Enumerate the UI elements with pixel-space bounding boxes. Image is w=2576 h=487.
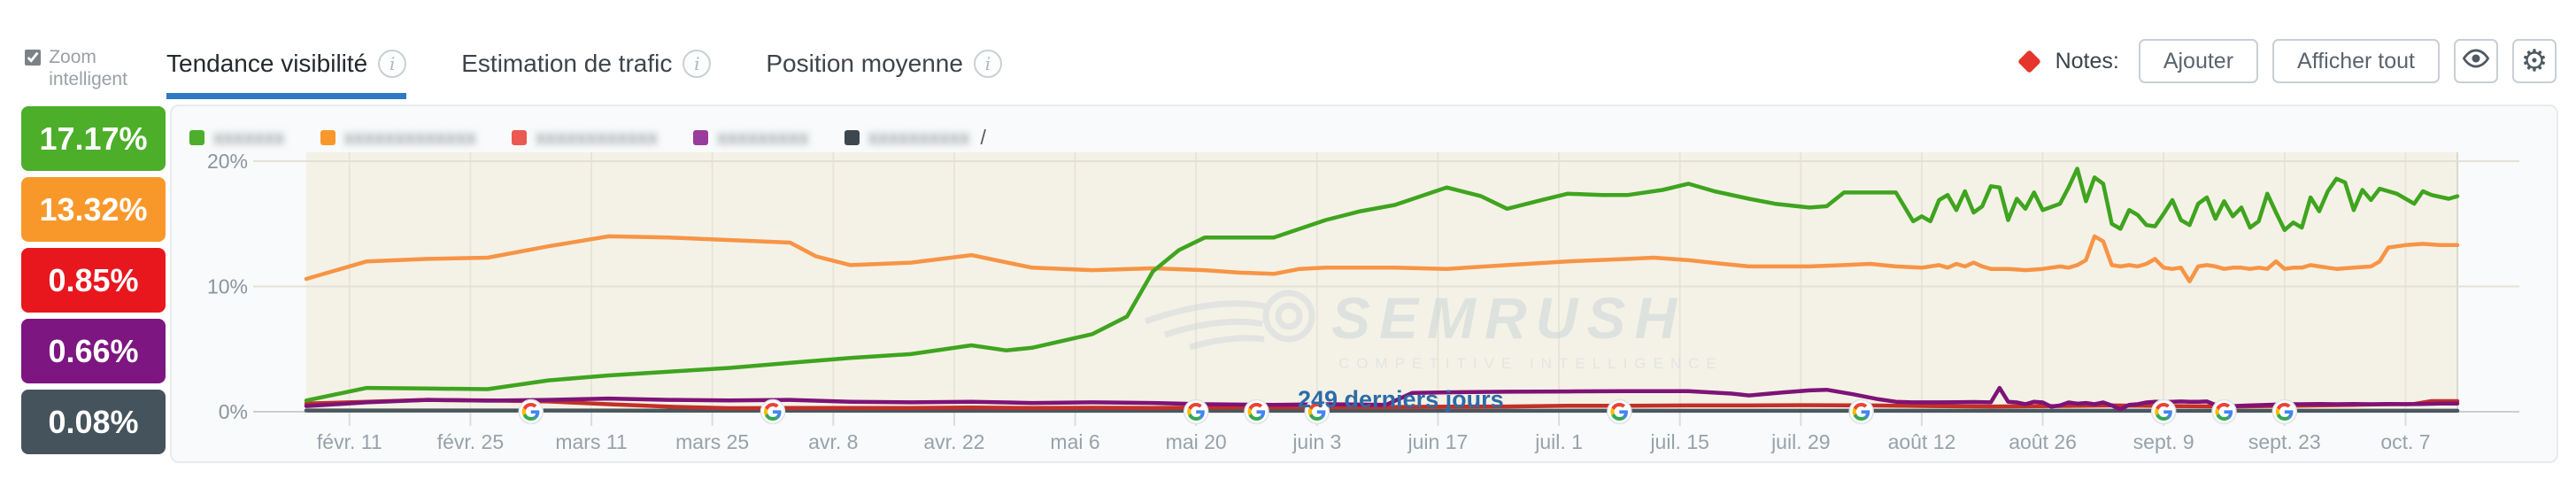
notes-label: Notes: — [2055, 48, 2119, 73]
y-tick-label: 10% — [207, 275, 248, 298]
legend-item-domain-2[interactable]: xxxxxxxxxxxxx — [320, 126, 477, 150]
legend-item-domain-3[interactable]: xxxxxxxxxxxx — [512, 126, 658, 150]
google-update-marker[interactable] — [2271, 398, 2298, 425]
legend-swatch — [320, 130, 335, 145]
plot-area — [306, 152, 2457, 412]
x-tick-label: sept. 23 — [2248, 430, 2321, 453]
google-update-marker[interactable] — [1183, 398, 1209, 425]
legend-domain-masked: xxxxxxxxx — [717, 126, 809, 149]
visibility-trend-chart[interactable]: SEMRUSH COMPETITIVE INTELLIGENCE févr. 11 f… — [172, 106, 2558, 463]
info-icon[interactable]: i — [683, 50, 712, 78]
x-tick-label: août 26 — [2009, 430, 2077, 453]
series-domain-2-orange — [304, 234, 2460, 284]
tab-estimation-de-trafic[interactable]: Estimation de trafic i — [461, 50, 712, 99]
legend-swatch — [844, 130, 860, 145]
series-domain-1-green — [304, 166, 2460, 403]
google-update-marker[interactable] — [1244, 398, 1269, 425]
x-tick-label: août 12 — [1888, 430, 1956, 453]
toggle-notes-visibility-button[interactable] — [2454, 39, 2498, 83]
gear-icon: ⚙ — [2520, 43, 2549, 79]
x-tick-label: juin 17 — [1408, 430, 1469, 453]
chart-legend: xxxxxxx xxxxxxxxxxxxx xxxxxxxxxxxx xxxxx… — [189, 126, 986, 150]
eye-icon — [2462, 44, 2490, 79]
add-note-button[interactable]: Ajouter — [2138, 39, 2259, 83]
x-tick-label: juil. 1 — [1534, 430, 1583, 453]
show-all-notes-button[interactable]: Afficher tout — [2272, 39, 2440, 83]
visibility-badge-orange[interactable]: 13.32% — [21, 177, 166, 242]
tab-label: Estimation de trafic — [461, 50, 673, 77]
x-tick-label: mai 6 — [1050, 430, 1099, 453]
legend-item-domain-4[interactable]: xxxxxxxxx — [693, 126, 809, 150]
legend-domain-masked: xxxxxxxxxxxxx — [343, 126, 477, 149]
x-tick-label: sept. 9 — [2133, 430, 2194, 453]
chart-settings-button[interactable]: ⚙ — [2512, 39, 2557, 83]
google-update-marker[interactable] — [1848, 398, 1874, 425]
note-diamond-icon — [2017, 49, 2041, 73]
x-tick-label: févr. 25 — [437, 430, 504, 453]
x-tick-label: juin 3 — [1292, 430, 1341, 453]
google-update-marker[interactable] — [2211, 398, 2237, 425]
info-icon[interactable]: i — [378, 50, 407, 78]
svg-text:SEMRUSH: SEMRUSH — [1331, 285, 1685, 351]
tab-position-moyenne[interactable]: Position moyenne i — [766, 50, 1002, 99]
legend-item-domain-1[interactable]: xxxxxxx — [189, 126, 285, 150]
x-tick-label: avr. 8 — [808, 430, 858, 453]
visibility-badges: 17.17% 13.32% 0.85% 0.66% 0.08% — [21, 106, 166, 460]
visibility-chart-card: xxxxxxx xxxxxxxxxxxxx xxxxxxxxxxxx xxxxx… — [170, 104, 2558, 463]
x-tick-label: févr. 11 — [317, 430, 382, 453]
google-update-marker[interactable] — [518, 398, 544, 425]
y-tick-label: 0% — [219, 400, 248, 423]
legend-domain-masked: xxxxxxxxxxxx — [536, 126, 658, 149]
tab-label: Tendance visibilité — [166, 50, 368, 77]
google-update-marker[interactable] — [2150, 398, 2177, 425]
legend-domain-masked: xxxxxxxxxx — [868, 126, 970, 149]
semrush-watermark: SEMRUSH COMPETITIVE INTELLIGENCE — [1144, 285, 1724, 372]
x-tick-label: oct. 7 — [2380, 430, 2430, 453]
visibility-badge-red[interactable]: 0.85% — [21, 248, 166, 313]
legend-swatch — [693, 130, 708, 145]
google-update-marker[interactable] — [760, 398, 786, 425]
visibility-badge-purple[interactable]: 0.66% — [21, 319, 166, 383]
info-icon[interactable]: i — [973, 50, 1002, 78]
x-tick-label: mars 11 — [555, 430, 627, 453]
chart-tabs: Tendance visibilité i Estimation de traf… — [166, 50, 1002, 99]
legend-item-domain-5[interactable]: xxxxxxxxxx / — [844, 126, 986, 150]
tab-tendance-visibilite[interactable]: Tendance visibilité i — [166, 50, 407, 99]
x-tick-label: mai 20 — [1166, 430, 1227, 453]
legend-swatch — [189, 130, 204, 145]
period-annotation: 249 derniers jours — [1298, 386, 1504, 413]
zoom-intelligent-checkbox[interactable]: Zoom intelligent — [25, 46, 158, 90]
visibility-badge-green[interactable]: 17.17% — [21, 106, 166, 171]
tab-label: Position moyenne — [766, 50, 963, 77]
x-tick-label: juil. 15 — [1649, 430, 1708, 453]
legend-domain-suffix: / — [980, 126, 986, 149]
notes-toolbar: Notes: Ajouter Afficher tout ⚙ — [2017, 39, 2557, 83]
y-tick-label: 20% — [207, 150, 248, 173]
google-update-marker[interactable] — [1607, 398, 1632, 425]
series-domain-3-red — [304, 398, 2460, 411]
x-tick-label: mars 25 — [675, 430, 749, 453]
visibility-badge-gray[interactable]: 0.08% — [21, 390, 166, 454]
x-tick-label: juil. 29 — [1770, 430, 1830, 453]
legend-domain-masked: xxxxxxx — [213, 126, 285, 149]
svg-text:COMPETITIVE INTELLIGENCE: COMPETITIVE INTELLIGENCE — [1338, 355, 1724, 372]
zoom-intelligent-label: Zoom intelligent — [49, 47, 127, 89]
x-tick-label: avr. 22 — [923, 430, 984, 453]
zoom-intelligent-input[interactable] — [25, 48, 42, 67]
legend-swatch — [512, 130, 527, 145]
